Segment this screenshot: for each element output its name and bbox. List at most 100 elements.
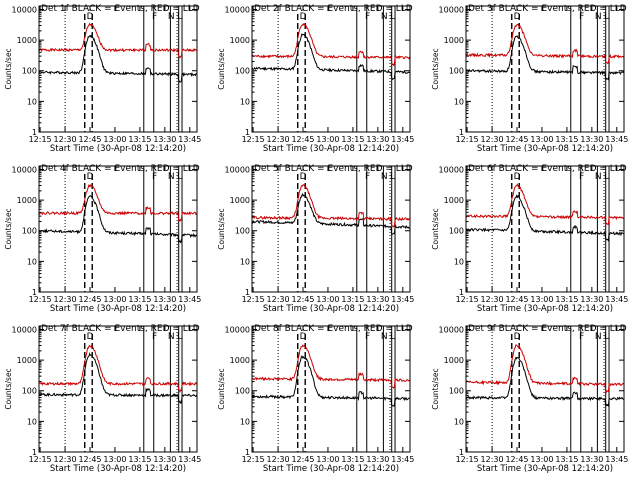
y-tick-label: 1 [459, 448, 464, 457]
x-tick-label: 13:00 [316, 455, 339, 464]
event-marker-label: L [390, 12, 395, 22]
y-tick-label: 100 [22, 227, 37, 236]
y-axis-label: Counts/sec [217, 48, 226, 89]
x-tick-label: 13:45 [605, 135, 628, 144]
lld-series-line [38, 344, 198, 393]
y-axis-label: Counts/sec [217, 208, 226, 249]
chart-title: Det 9f BLACK = Events, RED = LLD [468, 324, 627, 334]
plot-frame [251, 325, 411, 453]
x-tick-label: 12:15 [29, 455, 52, 464]
x-tick-label: 12:30 [481, 295, 504, 304]
x-axis-label: Start Time (30-Apr-08 12:14:20) [50, 464, 186, 474]
x-tick-label: 13:15 [128, 295, 151, 304]
x-tick-label: 13:15 [341, 295, 364, 304]
x-tick-label: 12:15 [242, 295, 265, 304]
y-tick-label: 10000 [12, 5, 37, 14]
event-marker-label: N [381, 172, 388, 182]
events-series-line [38, 34, 197, 83]
x-axis-label: Start Time (30-Apr-08 12:14:20) [263, 304, 399, 314]
y-tick-label: 10 [454, 257, 464, 266]
events-series-line [38, 352, 198, 404]
lld-series-line [38, 183, 198, 223]
x-tick-label: 13:00 [103, 135, 126, 144]
x-tick-label: 13:15 [341, 455, 364, 464]
y-tick-label: 100 [449, 67, 464, 76]
lld-series-line [251, 184, 410, 228]
x-tick-label: 12:45 [291, 135, 314, 144]
event-marker-label: F [365, 332, 370, 342]
plot-frame [38, 325, 198, 453]
chart-title: Det 3f BLACK = Events, RED = LLD [468, 4, 627, 14]
event-marker-label: F [152, 332, 157, 342]
event-marker-label: D [514, 332, 521, 342]
y-tick-label: 10000 [225, 165, 250, 174]
x-axis-label: Start Time (30-Apr-08 12:14:20) [263, 144, 399, 154]
x-tick-label: 13:45 [391, 135, 414, 144]
event-marker-label: D [514, 12, 521, 22]
y-tick-label: 100 [235, 67, 250, 76]
plot-frame [465, 325, 625, 453]
y-tick-label: 10 [240, 97, 250, 106]
events-series-line [251, 192, 410, 235]
x-tick-label: 13:30 [366, 295, 389, 304]
x-tick-label: 12:45 [78, 455, 101, 464]
x-tick-label: 12:15 [242, 455, 265, 464]
x-tick-label: 12:30 [267, 455, 290, 464]
event-marker-label: N [595, 12, 602, 22]
event-marker-label: L [177, 172, 182, 182]
x-tick-label: 12:30 [267, 295, 290, 304]
event-marker-label: L [390, 332, 395, 342]
y-tick-label: 10 [240, 257, 250, 266]
y-tick-label: 100 [235, 227, 250, 236]
x-tick-label: 13:00 [316, 295, 339, 304]
y-tick-label: 1 [245, 448, 250, 457]
x-tick-label: 13:15 [555, 455, 578, 464]
x-axis-label: Start Time (30-Apr-08 12:14:20) [477, 304, 613, 314]
x-tick-label: 12:30 [481, 455, 504, 464]
lld-series-line [38, 22, 197, 59]
y-tick-label: 100 [449, 227, 464, 236]
y-tick-label: 10000 [439, 165, 464, 174]
events-series-line [465, 35, 625, 81]
x-tick-label: 13:45 [178, 295, 201, 304]
x-tick-label: 13:15 [555, 295, 578, 304]
x-tick-label: 13:30 [580, 135, 603, 144]
x-tick-label: 12:30 [54, 295, 77, 304]
plot-frame [251, 165, 411, 293]
plot-frame [251, 5, 411, 133]
y-axis-label: Counts/sec [217, 368, 226, 409]
event-marker-label: D [87, 332, 94, 342]
y-tick-label: 10000 [225, 5, 250, 14]
y-tick-label: 1 [245, 128, 250, 137]
y-axis-label: Counts/sec [431, 48, 440, 89]
x-axis-label: Start Time (30-Apr-08 12:14:20) [263, 464, 399, 474]
x-tick-label: 13:30 [580, 455, 603, 464]
event-marker-label: L [604, 332, 609, 342]
event-marker-label: N [595, 172, 602, 182]
y-tick-label: 1 [245, 288, 250, 297]
plot-frame [465, 165, 625, 293]
x-tick-label: 12:15 [29, 135, 52, 144]
event-marker-label: L [177, 12, 182, 22]
x-tick-label: 13:45 [391, 295, 414, 304]
x-axis-label: Start Time (30-Apr-08 12:14:20) [477, 144, 613, 154]
y-tick-label: 1000 [444, 196, 464, 205]
event-marker-label: F [365, 172, 370, 182]
y-tick-label: 10000 [225, 325, 250, 334]
x-tick-label: 13:00 [530, 295, 553, 304]
x-tick-label: 12:30 [54, 455, 77, 464]
x-tick-label: 13:30 [580, 295, 603, 304]
x-tick-label: 12:15 [242, 135, 265, 144]
chart-title: Det 1f BLACK = Events, RED = LLD [41, 4, 200, 14]
y-tick-label: 1 [459, 128, 464, 137]
event-marker-label: N [381, 12, 388, 22]
y-tick-label: 1000 [444, 356, 464, 365]
y-tick-label: 10000 [12, 165, 37, 174]
lld-series-line [465, 23, 625, 65]
x-axis-label: Start Time (30-Apr-08 12:14:20) [50, 304, 186, 314]
y-tick-label: 1000 [17, 36, 37, 45]
